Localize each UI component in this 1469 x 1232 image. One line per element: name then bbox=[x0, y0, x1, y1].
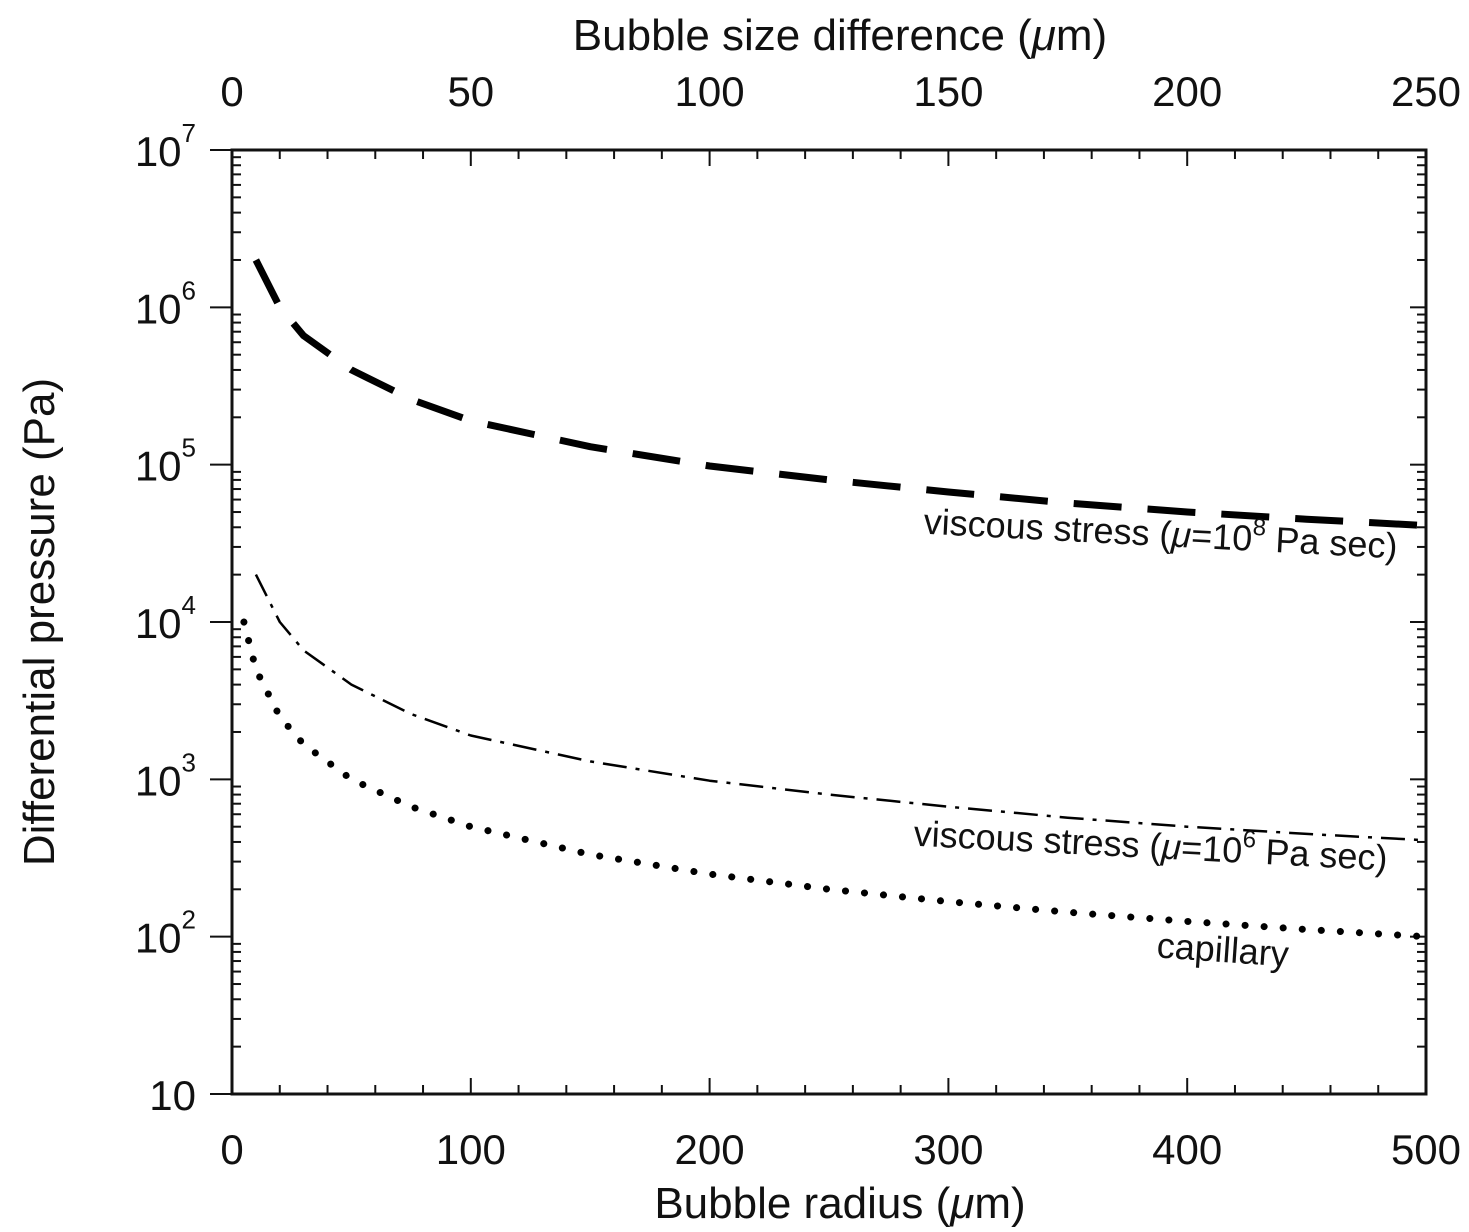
x2-tick-label: 200 bbox=[1152, 68, 1222, 115]
series-line-viscous-1e6 bbox=[254, 574, 1427, 842]
x-tick-label: 100 bbox=[436, 1126, 506, 1173]
y-tick-label: 10 bbox=[149, 1072, 196, 1119]
y-tick-label: 104 bbox=[135, 590, 196, 647]
y-tick-label: 106 bbox=[135, 275, 196, 332]
series-line-capillary bbox=[240, 618, 1430, 941]
y-tick-label: 103 bbox=[135, 747, 196, 804]
x-tick-label: 500 bbox=[1391, 1126, 1461, 1173]
x-tick-label: 200 bbox=[675, 1126, 745, 1173]
series-line-viscous-1e8 bbox=[252, 258, 1427, 530]
svg-text:capillary: capillary bbox=[1156, 924, 1291, 974]
x-tick-label: 300 bbox=[913, 1126, 983, 1173]
top-axis-title: Bubble size difference (μm) bbox=[573, 11, 1107, 60]
series-label-capillary: capillary bbox=[1156, 924, 1291, 974]
tick-labels: 0 100 200 300 400 500 0 50 100 150 200 250 10 102 103 1… bbox=[135, 68, 1461, 1173]
plot-frame bbox=[230, 148, 1428, 1096]
x-tick-label: 400 bbox=[1152, 1126, 1222, 1173]
y-axis-title: Differential pressure (Pa) bbox=[15, 378, 64, 866]
x2-tick-label: 50 bbox=[447, 68, 494, 115]
x-tick-label: 0 bbox=[220, 1126, 243, 1173]
y-tick-label: 107 bbox=[135, 118, 196, 175]
x2-tick-label: 250 bbox=[1391, 68, 1461, 115]
svg-text:viscous stress (μ=106 Pa sec): viscous stress (μ=106 Pa sec) bbox=[913, 809, 1389, 879]
x2-tick-label: 100 bbox=[675, 68, 745, 115]
y-tick-label: 105 bbox=[135, 433, 196, 490]
series-label-viscous-1e6: viscous stress (μ=106 Pa sec) bbox=[913, 809, 1389, 879]
x2-tick-label: 0 bbox=[220, 68, 243, 115]
y-tick-label: 102 bbox=[135, 905, 196, 962]
series-lines bbox=[240, 258, 1430, 941]
x2-tick-label: 150 bbox=[913, 68, 983, 115]
x-axis-title: Bubble radius (μm) bbox=[654, 1179, 1025, 1228]
